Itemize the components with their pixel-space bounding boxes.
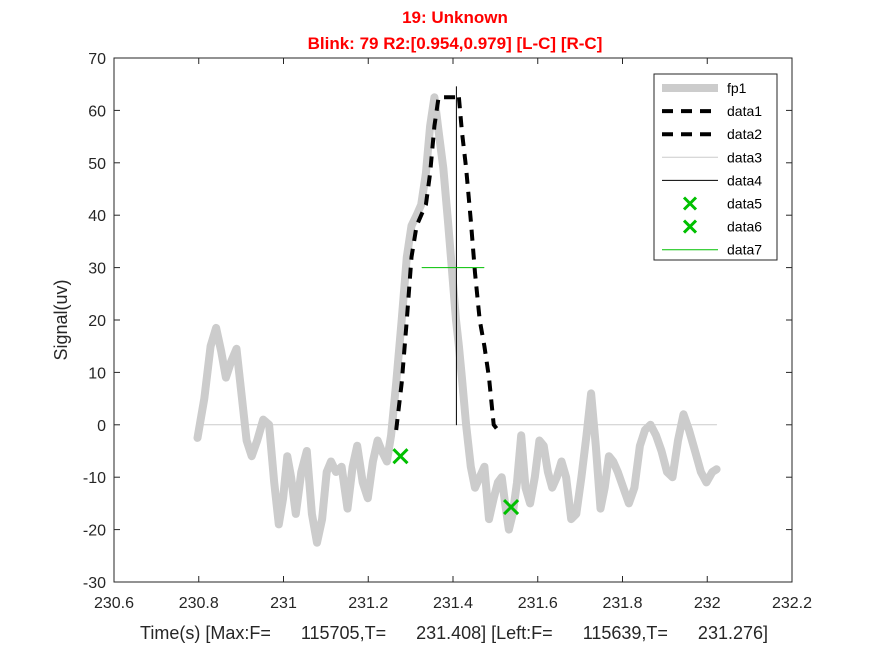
y-tick-label: -20 bbox=[83, 523, 106, 540]
y-tick-label: -10 bbox=[83, 470, 106, 487]
ticks-layer: 230.6 230.8 231 231.2 231.4 231.6 231.8 232 232.… bbox=[83, 51, 812, 612]
legend-label-data5: data5 bbox=[727, 196, 762, 212]
series-fp1-line bbox=[193, 93, 721, 547]
legend-entry-data2: data2 bbox=[662, 126, 762, 142]
series-data6-marker-stroke bbox=[502, 499, 520, 516]
y-tick-label: 50 bbox=[88, 156, 106, 173]
x-axis-label: Time(s) [Max:F= 115705,T= 231.408] [Left… bbox=[140, 623, 768, 643]
y-tick-label: 20 bbox=[88, 313, 106, 330]
y-tick-label: -30 bbox=[83, 575, 106, 592]
y-tick-label: 30 bbox=[88, 261, 106, 278]
x-tick-label: 230.6 bbox=[94, 595, 134, 612]
series-data1-line bbox=[394, 95, 459, 431]
legend: fp1 data1 data2 data3 data4 data5 data6 data7 bbox=[653, 73, 778, 261]
x-tick-label: 231.6 bbox=[518, 595, 558, 612]
chart-subtitle: Blink: 79 R2:[0.954,0.979] [L-C] [R-C] bbox=[308, 34, 603, 53]
legend-entry-data5: data5 bbox=[682, 196, 762, 212]
legend-symbol-data6 bbox=[682, 219, 698, 234]
legend-label-data3: data3 bbox=[727, 149, 762, 165]
y-tick-label: 70 bbox=[88, 51, 106, 68]
y-tick-label: 60 bbox=[88, 103, 106, 120]
series-layer bbox=[193, 86, 721, 547]
x-tick-label: 232.2 bbox=[772, 595, 812, 612]
x-tick-label: 231 bbox=[270, 595, 297, 612]
legend-box bbox=[653, 73, 778, 261]
series-data5-marker bbox=[392, 448, 409, 465]
x-tick-label: 232 bbox=[694, 595, 721, 612]
x-tick-label: 231.4 bbox=[433, 595, 473, 612]
x-tick-label: 231.8 bbox=[602, 595, 642, 612]
y-tick-label: 40 bbox=[88, 208, 106, 225]
legend-entry-data4: data4 bbox=[662, 172, 762, 188]
x-tick-label: 230.8 bbox=[179, 595, 219, 612]
legend-label-data4: data4 bbox=[727, 172, 762, 188]
legend-entry-data1: data1 bbox=[662, 103, 762, 119]
y-tick-label: 0 bbox=[97, 418, 106, 435]
legend-entry-data7: data7 bbox=[662, 242, 762, 258]
legend-label-data1: data1 bbox=[727, 103, 762, 119]
chart-title: 19: Unknown bbox=[402, 8, 508, 27]
x-tick-label: 231.2 bbox=[348, 595, 388, 612]
legend-entry-fp1: fp1 bbox=[662, 80, 747, 96]
y-axis-label: Signal(uv) bbox=[51, 279, 71, 360]
legend-entry-data3: data3 bbox=[662, 149, 762, 165]
legend-label-data6: data6 bbox=[727, 219, 762, 235]
series-data2-line bbox=[456, 97, 502, 432]
legend-label-data2: data2 bbox=[727, 126, 762, 142]
series-data6-marker bbox=[502, 499, 520, 516]
legend-label-data7: data7 bbox=[727, 242, 762, 258]
legend-symbol-data5 bbox=[682, 196, 698, 211]
legend-entry-data6: data6 bbox=[682, 219, 762, 235]
legend-label-fp1: fp1 bbox=[727, 80, 747, 96]
y-tick-label: 10 bbox=[88, 365, 106, 382]
series-data5-marker-stroke bbox=[392, 448, 409, 465]
